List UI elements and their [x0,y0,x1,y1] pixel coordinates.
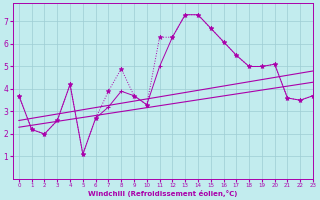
X-axis label: Windchill (Refroidissement éolien,°C): Windchill (Refroidissement éolien,°C) [88,190,237,197]
